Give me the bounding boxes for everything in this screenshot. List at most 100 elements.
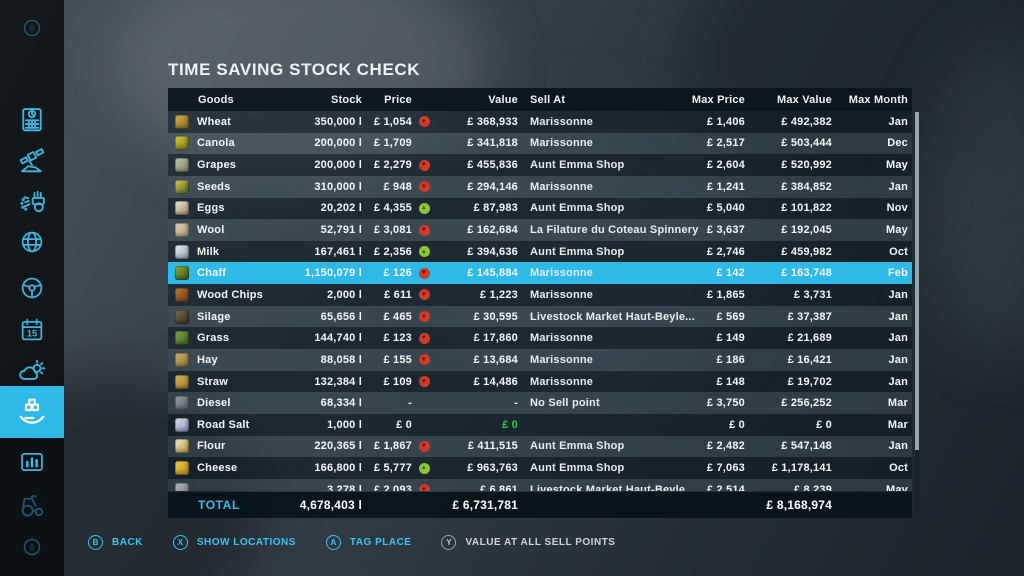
goods-name: Wheat — [197, 115, 231, 128]
footer-hint[interactable]: X SHOW LOCATIONS — [172, 535, 296, 550]
max-price-cell: £ 148 — [716, 375, 745, 388]
table-row[interactable]: Eggs 20,202 l £ 4,355 ▲ £ 87,983 Aunt Em… — [168, 197, 912, 220]
table-row[interactable]: Grapes 200,000 l £ 2,279 ▼ £ 455,836 Aun… — [168, 154, 912, 176]
max-month-cell: Dec — [887, 137, 908, 150]
price-cell: £ 948 — [383, 180, 412, 193]
goods-name: Wool — [197, 224, 225, 237]
svg-text:5: 5 — [30, 24, 35, 33]
value-cell: £ 341,818 — [467, 137, 518, 150]
total-value: £ 6,731,781 — [452, 498, 518, 512]
max-month-cell: Feb — [887, 267, 908, 280]
globe-icon[interactable] — [0, 226, 64, 258]
col-max-value: Max Value — [777, 93, 832, 106]
page-up-hint-icon[interactable]: 5 — [0, 17, 64, 39]
sell-at-cell: Marissonne — [530, 267, 594, 280]
value-cell: £ 963,763 — [467, 462, 518, 475]
sell-at-cell: Livestock Market Haut-Beyle... — [530, 483, 695, 491]
table-header: Goods Stock Price Value Sell At Max Pric… — [168, 88, 912, 111]
price-cell: £ 5,777 — [373, 462, 412, 475]
gamepad-button-icon: B — [88, 535, 103, 550]
scrollbar-thumb[interactable] — [915, 112, 919, 450]
price-trend-icon: ▼ — [418, 484, 430, 491]
max-value-cell: £ 492,382 — [781, 115, 832, 128]
table-row[interactable]: Milk 167,461 l £ 2,356 ▲ £ 394,636 Aunt … — [168, 240, 912, 263]
seeds-icon — [175, 179, 189, 194]
goods-name: Eggs — [197, 202, 225, 215]
satellite-icon[interactable] — [0, 144, 64, 176]
tractor-icon[interactable] — [0, 489, 64, 521]
max-value-cell: £ 520,992 — [781, 159, 832, 172]
table-scrollbar[interactable] — [915, 112, 919, 516]
field-machine-icon[interactable] — [0, 185, 64, 217]
table-row[interactable]: Seeds 310,000 l £ 948 ▼ £ 294,146 Mariss… — [168, 175, 912, 198]
value-cell: £ 368,933 — [467, 115, 518, 128]
max-value-cell: £ 163,748 — [781, 267, 832, 280]
max-value-cell: £ 192,045 — [781, 224, 832, 237]
col-sell-at: Sell At — [530, 93, 566, 106]
goods-name: Grapes — [197, 159, 237, 172]
stock-cell: 310,000 l — [314, 180, 362, 193]
goods-prices-icon[interactable] — [0, 386, 64, 438]
table-total-row: TOTAL 4,678,403 l £ 6,731,781 £ 8,168,97… — [168, 492, 912, 518]
grapes-icon — [175, 158, 189, 173]
price-trend-icon: ▼ — [418, 354, 430, 366]
table-row[interactable]: Wood Chips 2,000 l £ 611 ▼ £ 1,223 Maris… — [168, 284, 912, 306]
max-price-cell: £ 3,750 — [706, 397, 745, 410]
table-row[interactable]: Straw 132,384 l £ 109 ▼ £ 14,486 Marisso… — [168, 370, 912, 393]
weather-icon[interactable] — [0, 356, 64, 388]
sell-at-cell: Marissonne — [530, 115, 594, 128]
goods-name: Silage — [197, 310, 231, 323]
table-row[interactable]: Hay 88,058 l £ 155 ▼ £ 13,684 Marissonne… — [168, 349, 912, 371]
goods-icon-clipped — [175, 482, 189, 491]
table-row[interactable]: Diesel 68,334 l - - No Sell point £ 3,75… — [168, 392, 912, 414]
svg-text:15: 15 — [27, 328, 37, 338]
goods-name: Wood Chips — [197, 288, 263, 301]
page-down-hint-icon[interactable]: 6 — [0, 536, 64, 558]
calendar-icon[interactable]: 15 — [0, 314, 64, 346]
table-row[interactable]: Chaff 1,150,079 l £ 126 ▼ £ 145,884 Mari… — [168, 262, 912, 285]
price-trend-icon: ▼ — [418, 440, 430, 452]
max-month-cell: Mar — [887, 397, 908, 410]
stock-cell: 144,740 l — [314, 332, 362, 345]
stock-cell: 3,278 l — [326, 483, 362, 491]
value-cell: £ 87,983 — [473, 202, 518, 215]
table-row[interactable]: 3,278 l £ 2,093 ▼ £ 6,861 Livestock Mark… — [168, 478, 912, 491]
sell-at-cell: Aunt Emma Shop — [530, 202, 625, 215]
total-max-value: £ 8,168,974 — [766, 498, 832, 512]
page-title: TIME SAVING STOCK CHECK — [168, 60, 421, 79]
footer-hint[interactable]: Y VALUE AT ALL SELL POINTS — [441, 535, 615, 550]
table-row[interactable]: Silage 65,656 l £ 465 ▼ £ 30,595 Livesto… — [168, 305, 912, 328]
statistics-icon[interactable] — [0, 446, 64, 478]
footer-hint[interactable]: A TAG PLACE — [325, 535, 412, 550]
max-price-cell: £ 1,241 — [706, 180, 745, 193]
goods-name: Canola — [197, 137, 235, 150]
hay-icon — [175, 352, 189, 367]
table-row[interactable]: Road Salt 1,000 l £ 0 £ 0 £ 0 £ 0 Mar — [168, 413, 912, 436]
max-price-cell: £ 2,514 — [706, 483, 745, 491]
stock-cell: 220,365 l — [314, 440, 362, 453]
hint-label: TAG PLACE — [349, 537, 412, 548]
wheat-icon — [175, 114, 189, 129]
max-price-cell: £ 7,063 — [706, 462, 745, 475]
production-board-icon[interactable] — [0, 103, 64, 135]
max-value-cell: £ 459,982 — [781, 245, 832, 258]
sell-at-cell: Aunt Emma Shop — [530, 159, 625, 172]
table-row[interactable]: Canola 200,000 l £ 1,709 £ 341,818 Maris… — [168, 132, 912, 155]
sell-at-cell: La Filature du Coteau Spinnery — [530, 224, 699, 237]
table-row[interactable]: Flour 220,365 l £ 1,867 ▼ £ 411,515 Aunt… — [168, 435, 912, 458]
sell-at-cell: Aunt Emma Shop — [530, 462, 625, 475]
table-row[interactable]: Cheese 166,800 l £ 5,777 ▲ £ 963,763 Aun… — [168, 457, 912, 479]
max-value-cell: £ 21,689 — [787, 332, 832, 345]
stock-cell: 200,000 l — [314, 137, 362, 150]
max-month-cell: Jan — [888, 440, 908, 453]
table-row[interactable]: Grass 144,740 l £ 123 ▼ £ 17,860 Marisso… — [168, 327, 912, 350]
footer-hint[interactable]: B BACK — [88, 535, 143, 550]
steering-wheel-icon[interactable] — [0, 272, 64, 304]
table-row[interactable]: Wool 52,791 l £ 3,081 ▼ £ 162,684 La Fil… — [168, 219, 912, 241]
max-value-cell: £ 503,444 — [781, 137, 832, 150]
hint-label: SHOW LOCATIONS — [196, 537, 296, 548]
max-month-cell: Jan — [888, 115, 908, 128]
table-row[interactable]: Wheat 350,000 l £ 1,054 ▼ £ 368,933 Mari… — [168, 111, 912, 133]
max-month-cell: Jan — [888, 288, 908, 301]
total-stock: 4,678,403 l — [299, 498, 362, 512]
